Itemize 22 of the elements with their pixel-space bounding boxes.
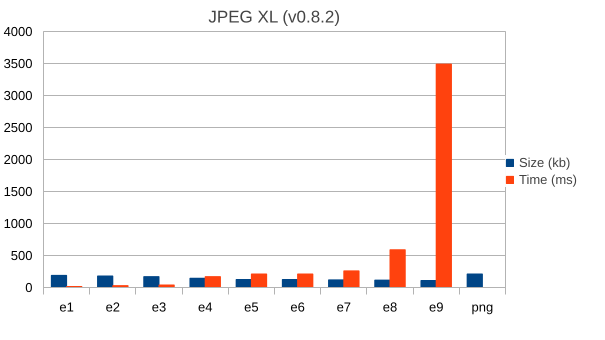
x-tick-label: e2 [106,300,120,314]
x-tick-label: png [472,300,494,314]
y-tick-label: 1500 [4,184,32,199]
x-tick-label: e1 [59,300,74,314]
y-tick-label: 2000 [4,152,32,167]
y-tick-label: 3000 [4,88,32,103]
legend-label: Time (ms) [519,172,578,187]
y-tick-label: 4000 [4,24,32,39]
x-tick-label: e8 [382,300,398,314]
y-tick-label: 0 [25,280,33,295]
y-tick-label: 3500 [4,56,32,71]
y-tick-label: 500 [10,248,33,263]
legend-label: Size (kb) [519,155,570,170]
x-tick-label: e3 [152,300,166,314]
x-tick-label: e6 [290,300,305,314]
y-tick-label: 2500 [4,120,32,135]
x-tick-label: e7 [336,300,352,314]
y-tick-label: 1000 [4,216,32,231]
chart-title: JPEG XL (v0.8.2) [208,8,340,26]
x-tick-label: e5 [244,300,259,314]
x-tick-label: e9 [428,300,444,314]
x-tick-label: e4 [198,300,212,314]
